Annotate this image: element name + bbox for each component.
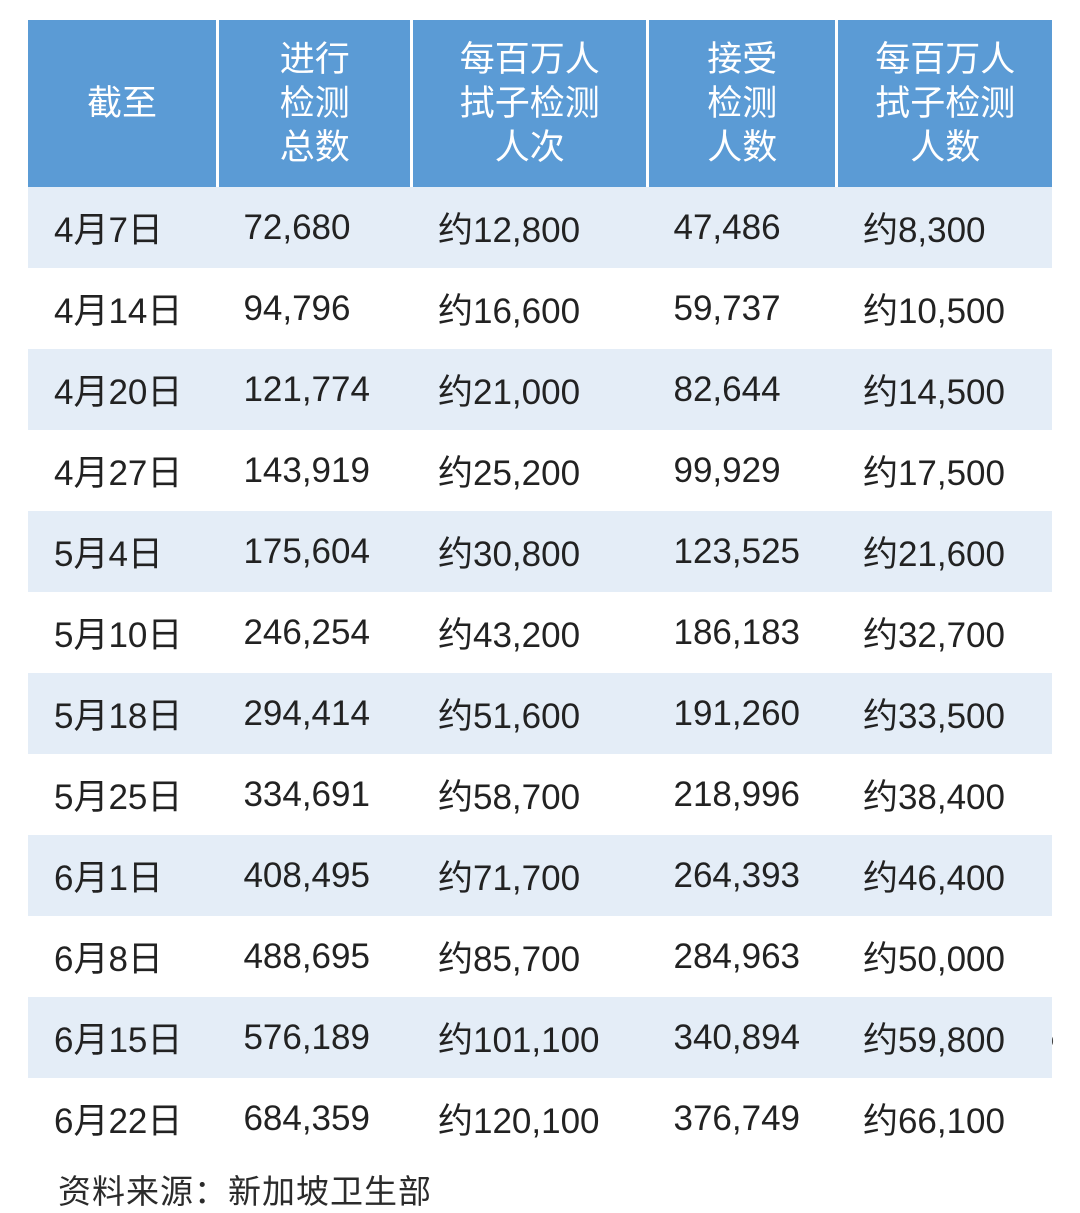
table-cell: 684,359 [217,1078,412,1159]
table-cell: 82,644 [648,349,837,430]
table-cell: 约21,600 [837,511,1052,592]
col-people: 接受检测人数 [648,20,837,187]
col-total-tests: 进行检测总数 [217,20,412,187]
table-cell: 264,393 [648,835,837,916]
table-cell: 约58,700 [412,754,648,835]
table-cell: 约32,700 [837,592,1052,673]
table-cell: 4月27日 [28,430,217,511]
table-cell: 294,414 [217,673,412,754]
table-cell: 约25,200 [412,430,648,511]
table-cell: 186,183 [648,592,837,673]
source-line: 资料来源：新加坡卫生部 [28,1159,1052,1213]
table-row: 4月14日94,796约16,60059,737约10,500 [28,268,1052,349]
table-row: 5月10日246,254约43,200186,183约32,700 [28,592,1052,673]
table-cell: 376,749 [648,1078,837,1159]
table-cell: 约16,600 [412,268,648,349]
table-row: 4月7日72,680约12,80047,486约8,300 [28,187,1052,268]
table-row: 6月1日408,495约71,700264,393约46,400 [28,835,1052,916]
table-cell: 约12,800 [412,187,648,268]
table-cell: 5月10日 [28,592,217,673]
table-row: 5月4日175,604约30,800123,525约21,600 [28,511,1052,592]
table-cell: 334,691 [217,754,412,835]
table-cell: 约38,400 [837,754,1052,835]
col-swab-people-per-m: 每百万人拭子检测人数 [837,20,1052,187]
table-cell: 约8,300 [837,187,1052,268]
table-cell: 约30,800 [412,511,648,592]
table-cell: 6月22日 [28,1078,217,1159]
table-cell: 59,737 [648,268,837,349]
table-row: 5月18日294,414约51,600191,260约33,500 [28,673,1052,754]
table-cell: 约17,500 [837,430,1052,511]
table-row: 6月22日684,359约120,100376,749约66,100 [28,1078,1052,1159]
table-cell: 408,495 [217,835,412,916]
table-cell: 约51,600 [412,673,648,754]
table-cell: 约33,500 [837,673,1052,754]
table-cell: 47,486 [648,187,837,268]
table-cell: 191,260 [648,673,837,754]
table-row: 5月25日334,691约58,700218,996约38,400 [28,754,1052,835]
table-cell: 94,796 [217,268,412,349]
table-cell: 143,919 [217,430,412,511]
table-cell: 约10,500 [837,268,1052,349]
table-cell: 约66,100 [837,1078,1052,1159]
table-cell: 576,189 [217,997,412,1078]
table-row: 6月8日488,695约85,700284,963约50,000 [28,916,1052,997]
table-cell: 246,254 [217,592,412,673]
table-cell: 约14,500 [837,349,1052,430]
table-cell: 约59,800 [837,997,1052,1078]
table-cell: 340,894 [648,997,837,1078]
source-name: 新加坡卫生部 [228,1173,432,1210]
testing-table: 截至 进行检测总数 每百万人拭子检测人次 接受检测人数 每百万人拭子检测人数 4… [28,20,1052,1159]
table-cell: 5月25日 [28,754,217,835]
table-cell: 5月18日 [28,673,217,754]
testing-table-container: 截至 进行检测总数 每百万人拭子检测人次 接受检测人数 每百万人拭子检测人数 4… [28,20,1052,1213]
table-cell: 123,525 [648,511,837,592]
table-cell: 约21,000 [412,349,648,430]
table-cell: 约43,200 [412,592,648,673]
table-cell: 约50,000 [837,916,1052,997]
source-prefix: 资料来源： [58,1173,228,1210]
table-cell: 218,996 [648,754,837,835]
table-cell: 约101,100 [412,997,648,1078]
table-header-row: 截至 进行检测总数 每百万人拭子检测人次 接受检测人数 每百万人拭子检测人数 [28,20,1052,187]
table-cell: 6月15日 [28,997,217,1078]
table-cell: 72,680 [217,187,412,268]
table-cell: 99,929 [648,430,837,511]
table-cell: 175,604 [217,511,412,592]
table-cell: 约46,400 [837,835,1052,916]
table-cell: 4月7日 [28,187,217,268]
table-row: 4月20日121,774约21,00082,644约14,500 [28,349,1052,430]
table-cell: 5月4日 [28,511,217,592]
table-cell: 488,695 [217,916,412,997]
table-cell: 约71,700 [412,835,648,916]
col-date: 截至 [28,20,217,187]
table-cell: 约120,100 [412,1078,648,1159]
table-row: 4月27日143,919约25,20099,929约17,500 [28,430,1052,511]
table-row: 6月15日576,189约101,100340,894约59,800 [28,997,1052,1078]
table-cell: 284,963 [648,916,837,997]
table-cell: 约85,700 [412,916,648,997]
table-cell: 4月20日 [28,349,217,430]
table-cell: 4月14日 [28,268,217,349]
table-body: 4月7日72,680约12,80047,486约8,3004月14日94,796… [28,187,1052,1159]
table-cell: 121,774 [217,349,412,430]
table-cell: 6月8日 [28,916,217,997]
table-cell: 6月1日 [28,835,217,916]
col-swab-per-m: 每百万人拭子检测人次 [412,20,648,187]
